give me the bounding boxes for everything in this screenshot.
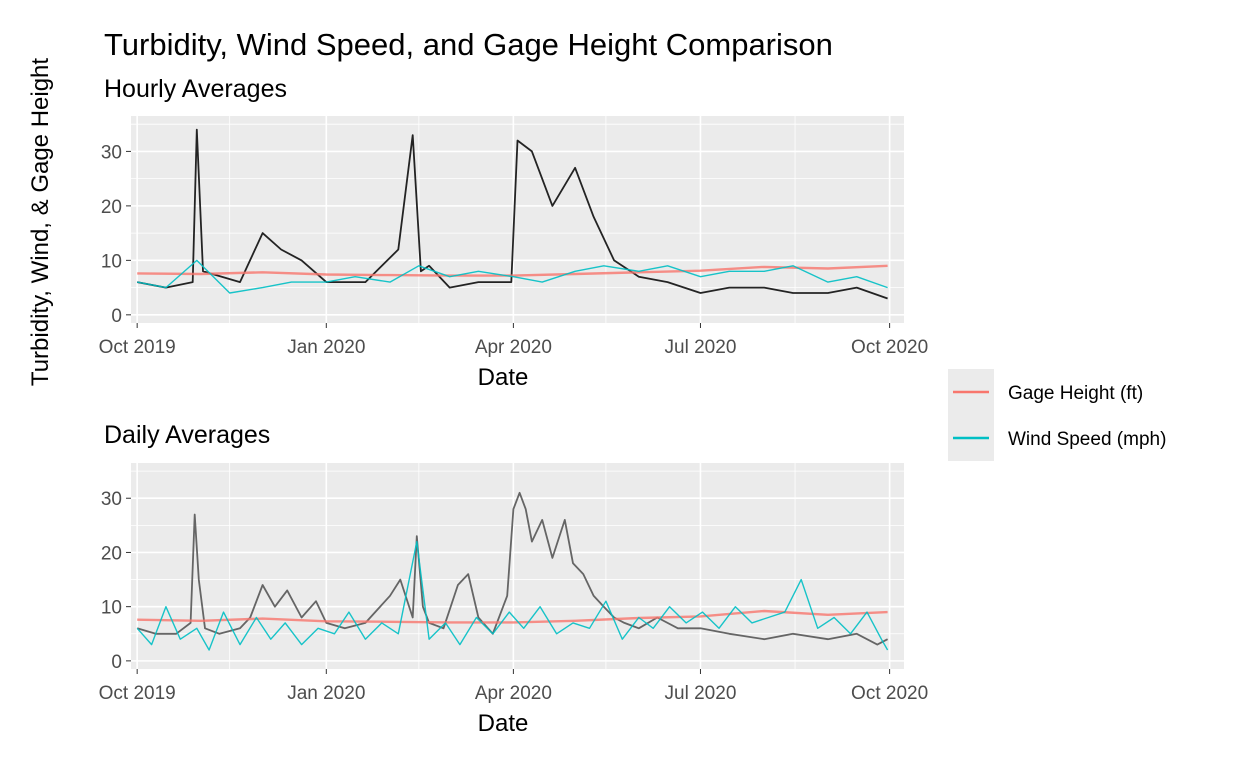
panel-bottom-x-axis-title: Date <box>478 710 529 737</box>
panel-top-subtitle: Hourly Averages <box>104 75 287 103</box>
legend-label-gage-height: Gage Height (ft) <box>1008 383 1143 404</box>
y-tick-label: 20 <box>101 197 122 218</box>
panel-bottom-subtitle: Daily Averages <box>104 421 270 449</box>
panel-bottom-background <box>131 463 904 669</box>
legend-background <box>948 369 994 461</box>
series-line-turbidity <box>137 128 888 300</box>
y-tick-label: 30 <box>101 142 122 163</box>
x-tick-label: Jul 2020 <box>665 683 737 704</box>
x-tick-label: Oct 2019 <box>99 683 176 704</box>
y-tick-label: 20 <box>101 543 122 564</box>
y-tick-label: 0 <box>111 652 122 673</box>
series-line-wind-speed <box>137 259 888 294</box>
series-line-wind-speed <box>136 540 889 651</box>
y-axis-title: Turbidity, Wind, & Gage Height <box>27 58 54 386</box>
y-tick-label: 10 <box>101 251 122 272</box>
x-tick-label: Jan 2020 <box>287 337 365 358</box>
series-line-gage-height <box>137 264 888 277</box>
y-tick-label: 10 <box>101 598 122 619</box>
panel-top: 0 10 20 30 Oct 2019 Jan 2020 Apr 2020 Jul 2020 O… <box>99 116 928 358</box>
panel-bottom: 0 10 20 30 Oct 2019 Jan 2020 Apr 2020 Jul 2020 O… <box>99 463 928 704</box>
y-tick-label: 30 <box>101 489 122 510</box>
x-tick-label: Oct 2020 <box>851 683 928 704</box>
legend: Gage Height (ft) Wind Speed (mph) <box>948 369 1166 461</box>
panel-top-x-axis-title: Date <box>478 364 529 391</box>
x-tick-label: Apr 2020 <box>475 337 552 358</box>
legend-label-wind-speed: Wind Speed (mph) <box>1008 429 1166 450</box>
x-tick-label: Apr 2020 <box>475 683 552 704</box>
y-tick-label: 0 <box>111 306 122 327</box>
x-tick-label: Jan 2020 <box>287 683 365 704</box>
chart-title: Turbidity, Wind Speed, and Gage Height C… <box>104 27 833 62</box>
x-tick-label: Oct 2020 <box>851 337 928 358</box>
x-tick-label: Jul 2020 <box>665 337 737 358</box>
series-line-gage-height <box>137 609 888 624</box>
x-tick-label: Oct 2019 <box>99 337 176 358</box>
